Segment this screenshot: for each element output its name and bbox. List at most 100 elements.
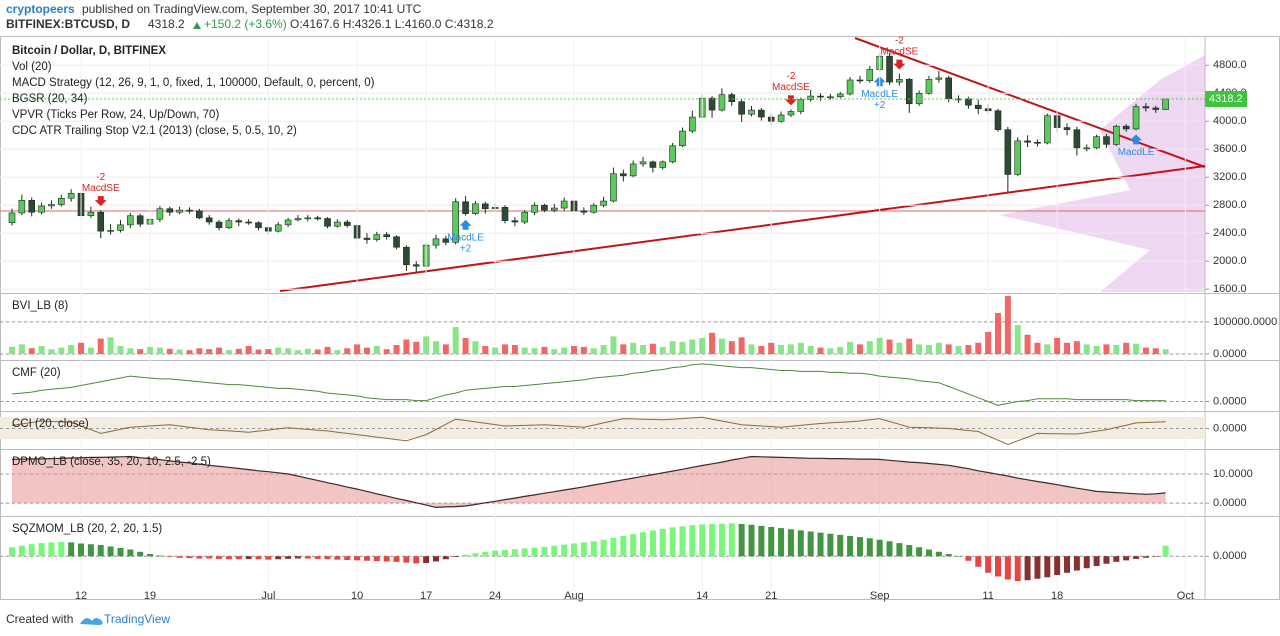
- bar: [995, 312, 1001, 354]
- bar: [1073, 341, 1080, 354]
- bar: [679, 526, 686, 557]
- signal-arrow: [784, 95, 797, 106]
- candle-body: [1152, 107, 1160, 110]
- bar: [1142, 347, 1149, 354]
- x-tick-label: 12: [75, 590, 87, 602]
- bar: [718, 338, 725, 354]
- bar: [768, 527, 775, 557]
- bar: [363, 347, 370, 354]
- candle-body: [215, 221, 223, 228]
- bar: [738, 337, 745, 354]
- bar: [866, 341, 873, 354]
- candle-body: [866, 69, 874, 81]
- bar: [373, 556, 380, 562]
- candle-body: [501, 207, 509, 221]
- candle-body: [777, 114, 785, 122]
- bar: [472, 341, 479, 354]
- legend-item: Vol (20): [12, 61, 52, 73]
- bar: [925, 549, 932, 557]
- y-tick-label: 2000.0: [1213, 255, 1247, 267]
- candle-body: [245, 221, 252, 224]
- bar: [1093, 556, 1100, 566]
- bar: [1152, 556, 1159, 557]
- candle-body: [856, 79, 864, 82]
- y-tick-label: 3200.0: [1213, 171, 1247, 183]
- bar: [590, 348, 597, 354]
- candle-body: [1162, 98, 1169, 110]
- bar: [314, 349, 321, 354]
- bar: [876, 337, 883, 354]
- bar: [689, 525, 696, 557]
- bar: [9, 547, 15, 557]
- bar: [916, 344, 923, 354]
- bar: [600, 539, 607, 557]
- bar: [935, 551, 942, 557]
- bar: [1054, 556, 1061, 575]
- bar: [245, 345, 252, 354]
- bar: [344, 556, 351, 560]
- x-tick-label: Aug: [564, 590, 584, 602]
- bar: [294, 350, 301, 354]
- bar: [48, 542, 55, 557]
- bar: [778, 345, 785, 354]
- candle-body: [176, 209, 183, 213]
- bar: [38, 345, 45, 354]
- indicator-pane: 100000.0000 0.0000 BVI_LB (8): [0, 295, 1277, 360]
- candle-body: [787, 111, 795, 116]
- bar: [393, 556, 400, 562]
- bar: [590, 541, 597, 557]
- bar: [137, 349, 144, 354]
- bar: [787, 344, 794, 354]
- bar: [935, 342, 942, 354]
- legend-item: VPVR (Ticks Per Row, 24, Up/Down, 70): [12, 109, 219, 121]
- volume-profile: [1000, 55, 1205, 292]
- footer-brand[interactable]: TradingView: [104, 612, 170, 626]
- bar: [807, 345, 814, 354]
- author[interactable]: cryptopeers: [6, 2, 75, 16]
- bar: [492, 347, 499, 354]
- bar: [432, 341, 439, 354]
- candle-body: [127, 215, 134, 226]
- bar: [502, 549, 508, 557]
- bar: [117, 345, 124, 354]
- bar: [521, 548, 528, 557]
- bar: [610, 336, 617, 354]
- last-price-label: 4318.2: [1209, 93, 1243, 105]
- bar: [235, 556, 242, 560]
- bar: [216, 556, 223, 559]
- bar: [354, 556, 361, 561]
- candle-body: [1024, 140, 1031, 143]
- candle-body: [669, 145, 676, 163]
- x-tick-label: 11: [982, 590, 993, 602]
- bar: [511, 345, 518, 354]
- y-tick-label: 10.0000: [1213, 468, 1253, 480]
- bar: [1103, 556, 1110, 564]
- ohlc: O:4167.6 H:4326.1 L:4160.0 C:4318.2: [290, 17, 494, 31]
- bar: [709, 524, 716, 557]
- bar: [847, 341, 854, 354]
- y-tick-label: 0.0000: [1213, 422, 1247, 434]
- candle-body: [1083, 147, 1091, 150]
- bar: [718, 523, 725, 557]
- bar: [738, 524, 745, 557]
- indicator-pane: 0.0000 SQZMOM_LB (20, 2, 20, 1.5): [0, 523, 1247, 581]
- bar: [787, 529, 794, 557]
- bar: [1014, 325, 1021, 354]
- bar: [1162, 349, 1169, 354]
- bar: [285, 556, 292, 559]
- bar: [225, 556, 232, 560]
- bar: [48, 349, 55, 354]
- area: [12, 456, 1166, 508]
- signal-arrow: [459, 219, 472, 230]
- bar: [906, 338, 913, 354]
- bar: [797, 530, 804, 557]
- candle-body: [442, 238, 450, 243]
- bar: [886, 339, 893, 354]
- candle-body: [708, 97, 716, 111]
- bar: [1054, 337, 1061, 354]
- bar: [995, 556, 1001, 577]
- bar: [1004, 556, 1011, 580]
- bar: [28, 348, 35, 354]
- signal-value: +2: [460, 243, 472, 254]
- candle-body: [827, 96, 834, 99]
